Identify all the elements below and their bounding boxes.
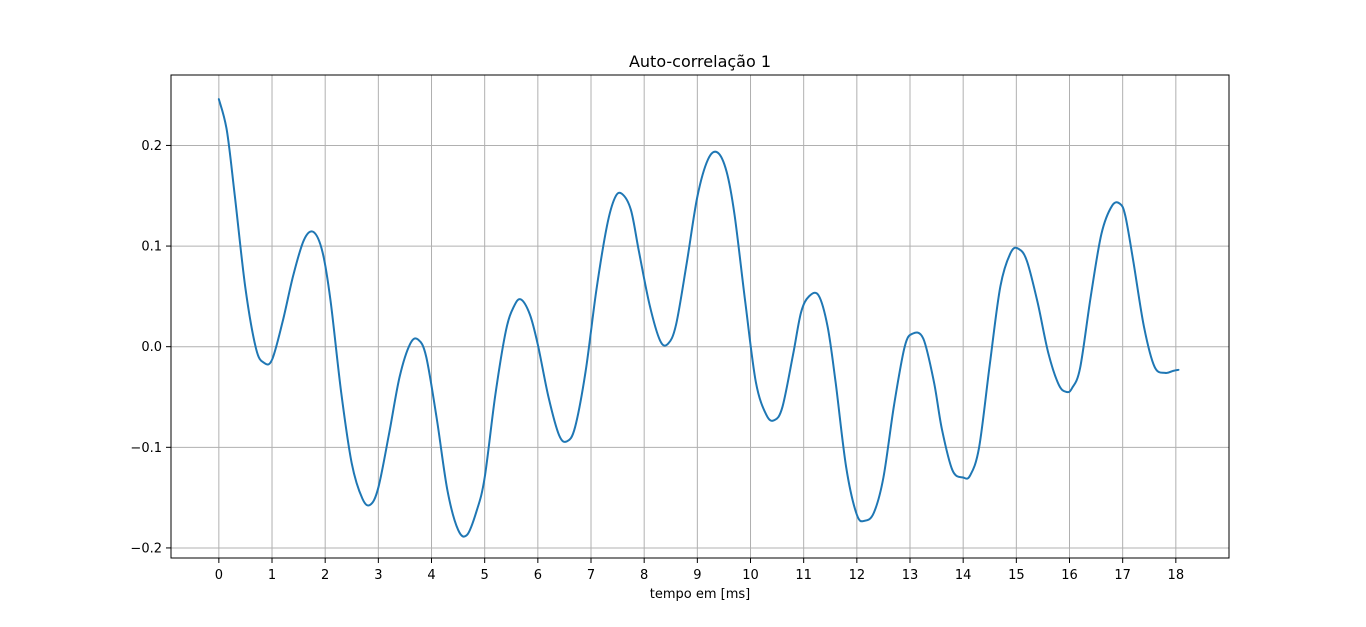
x-tick-label: 14 — [955, 568, 972, 583]
y-tick-label: −0.2 — [130, 541, 162, 556]
x-tick-label: 7 — [587, 568, 595, 583]
x-tick-label: 9 — [693, 568, 701, 583]
x-tick-label: 17 — [1114, 568, 1131, 583]
grid — [171, 75, 1229, 558]
x-tick-label: 8 — [640, 568, 648, 583]
x-tick-label: 4 — [427, 568, 435, 583]
x-axis-title: tempo em [ms] — [650, 587, 750, 602]
x-tick-label: 3 — [374, 568, 382, 583]
x-tick-label: 16 — [1061, 568, 1078, 583]
x-tick-label: 0 — [215, 568, 223, 583]
x-tick-label: 13 — [902, 568, 919, 583]
y-tick-label: 0.1 — [141, 240, 162, 255]
x-tick-label: 1 — [268, 568, 276, 583]
data-layer — [217, 98, 1180, 538]
x-tick-label: 15 — [1008, 568, 1025, 583]
y-tick-label: 0.2 — [141, 139, 162, 154]
series-line — [217, 98, 1180, 538]
chart-title: Auto-correlação 1 — [629, 52, 771, 71]
x-tick-label: 5 — [481, 568, 489, 583]
x-tick-label: 6 — [534, 568, 542, 583]
x-tick-label: 10 — [742, 568, 759, 583]
plot-area-background — [171, 75, 1229, 558]
x-tick-label: 2 — [321, 568, 329, 583]
x-tick-label: 12 — [849, 568, 866, 583]
axes: 0 1 2 3 4 5 6 7 8 9 10 11 12 13 14 15 16 17 18−0.2−0.10.00… — [130, 139, 1184, 583]
y-tick-label: 0.0 — [141, 340, 162, 355]
plot-frame — [170, 74, 1230, 559]
x-tick-label: 11 — [795, 568, 812, 583]
y-tick-label: −0.1 — [130, 441, 162, 456]
x-tick-label: 18 — [1168, 568, 1185, 583]
